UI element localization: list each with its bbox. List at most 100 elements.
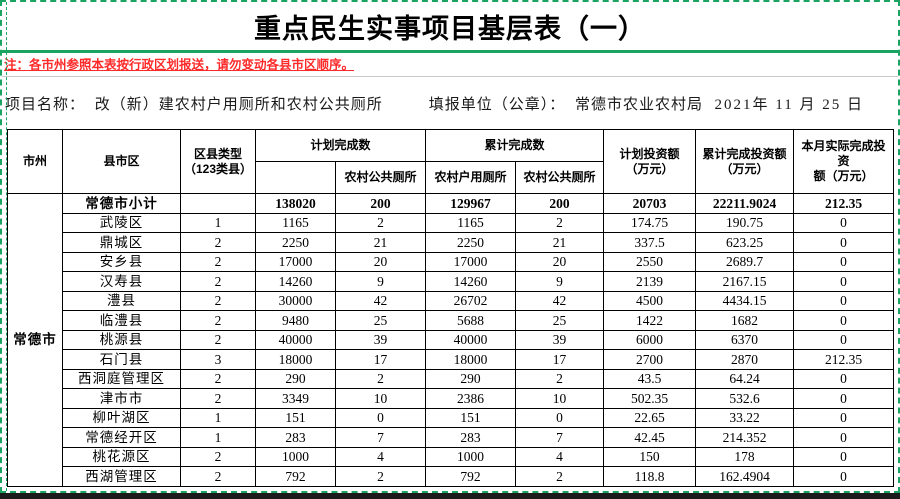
value-cell: 162.4904 <box>695 466 795 487</box>
value-cell: 2689.7 <box>695 251 795 272</box>
value-cell: 1165 <box>255 212 336 233</box>
value-cell: 214.352 <box>695 427 795 448</box>
value-cell: 792 <box>425 466 517 487</box>
value-cell: 212.35 <box>793 193 895 214</box>
value-cell: 2 <box>334 212 427 233</box>
value-cell: 2139 <box>603 271 697 292</box>
county-name-cell: 武陵区 <box>62 212 181 233</box>
header-planned-sub-blank <box>255 161 336 194</box>
value-cell: 2250 <box>425 232 517 253</box>
header-cumulative-sub-public: 农村公共厕所 <box>515 161 605 194</box>
report-date: 2021年 11 月 25 日 <box>714 96 864 113</box>
page-title: 重点民生实事项目基层表（一） <box>254 13 646 44</box>
value-cell: 4500 <box>603 290 697 311</box>
table-row: 武陵区 1 1165 2 1165 2 174.75 190.75 0 <box>8 212 895 233</box>
reporting-unit-value: 常德市农业农村局 <box>575 96 704 113</box>
value-cell: 2386 <box>425 388 517 409</box>
value-cell: 129967 <box>425 193 517 214</box>
header-planned-sub-public: 农村公共厕所 <box>334 161 427 194</box>
value-cell: 2 <box>334 466 427 487</box>
value-cell: 151 <box>255 407 336 428</box>
value-cell: 17 <box>515 349 605 370</box>
value-cell: 18000 <box>425 349 517 370</box>
table-row: 西湖管理区 2 792 2 792 2 118.8 162.4904 0 <box>8 466 895 487</box>
value-cell: 21 <box>515 232 605 253</box>
value-cell: 0 <box>793 212 895 233</box>
table-row: 临澧县 2 9480 25 5688 25 1422 1682 0 <box>8 310 895 331</box>
header-cumulative-group: 累计完成数 <box>425 129 605 162</box>
value-cell: 2 <box>180 310 256 331</box>
note-bar: 注：各市州参照本表按行政区划报送，请勿变动各县市区顺序。 <box>2 53 898 77</box>
value-cell: 40000 <box>425 329 517 350</box>
value-cell: 0 <box>515 407 605 428</box>
value-cell: 6000 <box>603 329 697 350</box>
value-cell: 623.25 <box>695 232 795 253</box>
value-cell: 25 <box>515 310 605 331</box>
header-monthly-investment: 本月实际完成投资 额（万元） <box>793 129 895 194</box>
value-cell: 0 <box>793 329 895 350</box>
value-cell: 290 <box>255 368 336 389</box>
value-cell: 3349 <box>255 388 336 409</box>
value-cell: 2550 <box>603 251 697 272</box>
table-row: 澧县 2 30000 42 26702 42 4500 4434.15 0 <box>8 290 895 311</box>
title-bar: 重点民生实事项目基层表（一） <box>2 2 898 53</box>
red-note-text: 注：各市州参照本表按行政区划报送，请勿变动各县市区顺序。 <box>4 58 355 72</box>
value-cell: 0 <box>793 310 895 331</box>
value-cell: 2 <box>180 388 256 409</box>
value-cell: 2 <box>180 329 256 350</box>
value-cell: 6370 <box>695 329 795 350</box>
value-cell: 14260 <box>425 271 517 292</box>
value-cell: 4434.15 <box>695 290 795 311</box>
value-cell: 20703 <box>603 193 697 214</box>
table-row: 西洞庭管理区 2 290 2 290 2 43.5 64.24 0 <box>8 368 895 389</box>
value-cell: 42.45 <box>603 427 697 448</box>
value-cell: 40000 <box>255 329 336 350</box>
value-cell: 2 <box>180 232 256 253</box>
value-cell: 7 <box>334 427 427 448</box>
value-cell: 290 <box>425 368 517 389</box>
value-cell: 5688 <box>425 310 517 331</box>
table-row: 石门县 3 18000 17 18000 17 2700 2870 212.35 <box>8 349 895 370</box>
value-cell: 150 <box>603 446 697 467</box>
value-cell: 138020 <box>255 193 336 214</box>
header-cumulative-investment: 累计完成投资额 （万元） <box>695 129 795 194</box>
table-row: 鼎城区 2 2250 21 2250 21 337.5 623.25 0 <box>8 232 895 253</box>
value-cell: 2 <box>180 368 256 389</box>
value-cell: 2 <box>515 212 605 233</box>
table-row: 常德市 常德市小计 138020 200 129967 200 20703 22211.902… <box>7 193 895 487</box>
value-cell: 0 <box>793 407 895 428</box>
value-cell: 17 <box>334 349 427 370</box>
header-city: 市州 <box>7 129 63 194</box>
value-cell: 0 <box>793 290 895 311</box>
value-cell: 20 <box>515 251 605 272</box>
value-cell: 0 <box>334 407 427 428</box>
value-cell: 2 <box>180 290 256 311</box>
value-cell: 2 <box>334 368 427 389</box>
value-cell: 17000 <box>255 251 336 272</box>
project-name-group: 项目名称： 改（新）建农村户用厕所和农村公共厕所 <box>5 93 383 114</box>
value-cell: 4 <box>515 446 605 467</box>
value-cell: 17000 <box>425 251 517 272</box>
value-cell: 2 <box>515 466 605 487</box>
value-cell: 283 <box>255 427 336 448</box>
value-cell: 2250 <box>255 232 336 253</box>
county-name-cell: 临澧县 <box>62 310 181 331</box>
value-cell: 9 <box>515 271 605 292</box>
county-name-cell: 安乡县 <box>62 251 181 272</box>
project-name-label: 项目名称： <box>5 96 86 113</box>
county-name-cell: 常德经开区 <box>62 427 181 448</box>
value-cell: 2 <box>180 251 256 272</box>
reporting-unit-label: 填报单位（公章）： <box>428 96 566 113</box>
value-cell: 30000 <box>255 290 336 311</box>
value-cell: 2 <box>180 271 256 292</box>
value-cell: 200 <box>334 193 427 214</box>
value-cell: 64.24 <box>695 368 795 389</box>
value-cell: 2167.15 <box>695 271 795 292</box>
value-cell: 2 <box>515 368 605 389</box>
value-cell: 7 <box>515 427 605 448</box>
value-cell: 2 <box>180 446 256 467</box>
value-cell: 1000 <box>425 446 517 467</box>
county-name-cell: 常德市小计 <box>62 193 181 214</box>
value-cell: 502.35 <box>603 388 697 409</box>
